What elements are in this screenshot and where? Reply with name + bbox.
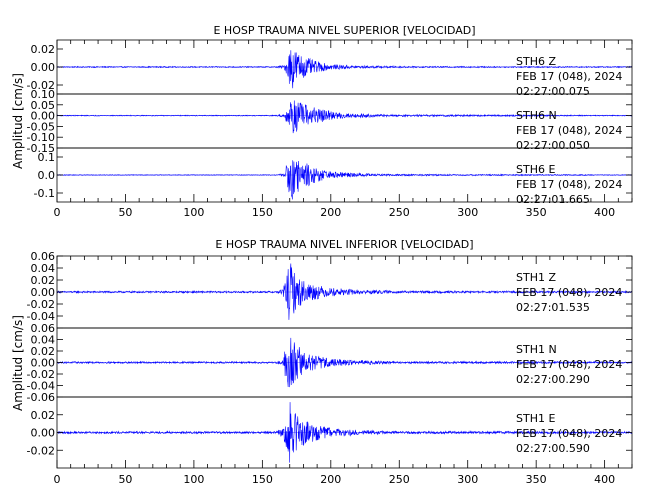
x-tick-label: 200 <box>320 473 341 486</box>
station-annotation: FEB 17 (048), 2024 <box>516 427 622 440</box>
y-tick-label: 0.00 <box>31 427 56 440</box>
y-tick-label: 0.00 <box>31 286 56 299</box>
station-annotation: FEB 17 (048), 2024 <box>516 178 622 191</box>
waveform-trace <box>56 100 633 134</box>
x-tick-label: 300 <box>457 206 478 219</box>
x-tick-label: 250 <box>389 473 410 486</box>
y-tick-label: -0.02 <box>27 79 55 92</box>
station-annotation: 02:27:00.050 <box>516 139 590 152</box>
y-tick-label: -0.02 <box>27 298 55 311</box>
y-tick-label: -0.1 <box>34 187 55 200</box>
y-tick-label: 0.06 <box>31 322 56 335</box>
x-tick-label: 350 <box>526 206 547 219</box>
station-annotation: STH1 Z <box>516 271 556 284</box>
y-tick-label: 0.00 <box>31 357 56 370</box>
x-tick-label: 100 <box>183 473 204 486</box>
y-tick-label: 0.00 <box>31 61 56 74</box>
waveform-trace <box>56 160 633 200</box>
x-tick-label: 150 <box>252 206 273 219</box>
chart-title: E HOSP TRAUMA NIVEL INFERIOR [VELOCIDAD] <box>215 238 473 251</box>
station-annotation: 02:27:01.665 <box>516 193 590 206</box>
x-tick-label: 300 <box>457 473 478 486</box>
station-annotation: STH6 E <box>516 163 555 176</box>
y-tick-label: -0.06 <box>27 391 55 404</box>
x-tick-label: 250 <box>389 206 410 219</box>
axes-layer <box>56 39 633 469</box>
waveform-trace <box>56 50 633 89</box>
x-tick-label: 150 <box>252 473 273 486</box>
y-tick-label: -0.02 <box>27 368 55 381</box>
station-annotation: 02:27:00.290 <box>516 373 590 386</box>
x-tick-label: 400 <box>594 206 615 219</box>
chart-title: E HOSP TRAUMA NIVEL SUPERIOR [VELOCIDAD] <box>213 24 475 37</box>
y-tick-label: 0.02 <box>31 274 56 287</box>
y-tick-label: -0.15 <box>27 142 55 155</box>
y-tick-label: 0.0 <box>38 169 56 182</box>
x-tick-label: 200 <box>320 206 341 219</box>
x-tick-label: 100 <box>183 206 204 219</box>
y-tick-label: 0.00 <box>31 110 56 123</box>
station-annotation: STH1 E <box>516 412 555 425</box>
station-annotation: 02:27:00.075 <box>516 85 590 98</box>
text-layer: E HOSP TRAUMA NIVEL SUPERIOR [VELOCIDAD]… <box>11 24 622 486</box>
traces-layer <box>56 50 633 463</box>
x-tick-label: 0 <box>54 473 61 486</box>
y-tick-label: -0.05 <box>27 120 55 133</box>
y-tick-label: -0.10 <box>27 131 55 144</box>
y-tick-label: 0.04 <box>31 262 56 275</box>
station-annotation: 02:27:01.535 <box>516 301 590 314</box>
waveform-trace <box>56 402 633 463</box>
y-tick-label: 0.02 <box>31 409 56 422</box>
station-annotation: 02:27:00.590 <box>516 442 590 455</box>
station-annotation: STH1 N <box>516 343 557 356</box>
y-tick-label: 0.02 <box>31 345 56 358</box>
station-annotation: STH6 N <box>516 109 557 122</box>
y-tick-label: -0.04 <box>27 310 55 323</box>
y-tick-label: 0.05 <box>31 99 56 112</box>
y-tick-label: -0.02 <box>27 444 55 457</box>
y-tick-label: -0.04 <box>27 380 55 393</box>
y-tick-label: 0.02 <box>31 43 56 56</box>
y-tick-label: 0.04 <box>31 334 56 347</box>
station-annotation: FEB 17 (048), 2024 <box>516 286 622 299</box>
station-annotation: FEB 17 (048), 2024 <box>516 70 622 83</box>
x-tick-label: 400 <box>594 473 615 486</box>
y-tick-label: 0.10 <box>31 88 56 101</box>
station-annotation: STH6 Z <box>516 55 556 68</box>
y-axis-label: Amplitud [cm/s] <box>11 73 25 169</box>
y-tick-label: 0.06 <box>31 250 56 263</box>
station-annotation: FEB 17 (048), 2024 <box>516 124 622 137</box>
station-annotation: FEB 17 (048), 2024 <box>516 358 622 371</box>
x-tick-label: 350 <box>526 473 547 486</box>
x-tick-label: 50 <box>118 473 132 486</box>
x-tick-label: 0 <box>54 206 61 219</box>
y-tick-label: 0.1 <box>38 151 56 164</box>
x-tick-label: 50 <box>118 206 132 219</box>
y-axis-label: Amplitud [cm/s] <box>11 315 25 411</box>
